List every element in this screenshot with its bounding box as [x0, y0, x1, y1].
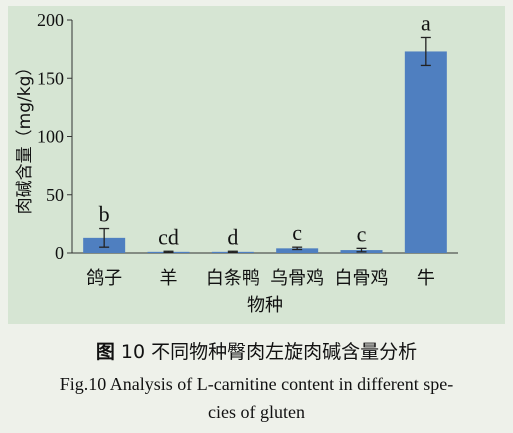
y-tick-label: 150: [37, 68, 64, 88]
figure-caption-english: Fig.10 Analysis of L-carnitine content i…: [0, 370, 513, 426]
caption-en-line-1: Fig.10 Analysis of L-carnitine content i…: [59, 374, 454, 394]
x-tick-label: 乌骨鸡: [270, 268, 324, 289]
y-axis-title: 肉碱含量（mg/kg）: [15, 59, 35, 215]
caption-cn-text: 10 不同物种臀肉左旋肉碱含量分析: [120, 341, 418, 363]
bar: [276, 248, 319, 253]
figure-caption-chinese: 图 10 不同物种臀肉左旋肉碱含量分析: [0, 337, 513, 364]
bar: [404, 51, 447, 253]
significance-label: d: [227, 224, 238, 249]
x-tick-label: 白条鸭: [206, 268, 260, 289]
significance-label: b: [99, 202, 110, 227]
y-tick-label: 50: [46, 185, 64, 205]
significance-label: c: [357, 221, 367, 246]
caption-en-line-2: cies of gluten: [208, 402, 305, 422]
figure-label: 图: [95, 341, 115, 363]
x-tick-label: 白骨鸡: [335, 268, 389, 289]
significance-label: a: [421, 10, 431, 35]
y-tick-label: 200: [37, 10, 64, 30]
bar-chart: 0 50 100 150 200 b 鸽子 cd 羊 d 白条鸭 c 乌骨鸡 c 白骨鸡 a 牛物种 肉碱含量（m…: [15, 10, 458, 316]
significance-label: cd: [158, 224, 179, 249]
y-tick-label: 0: [55, 243, 64, 263]
x-tick-label: 鸽子: [86, 268, 122, 289]
significance-label: c: [292, 220, 302, 245]
x-tick-label: 牛: [417, 268, 435, 289]
y-tick-label: 100: [37, 127, 64, 147]
x-tick-label: 羊: [160, 268, 178, 289]
x-axis-title: 物种: [247, 295, 283, 316]
